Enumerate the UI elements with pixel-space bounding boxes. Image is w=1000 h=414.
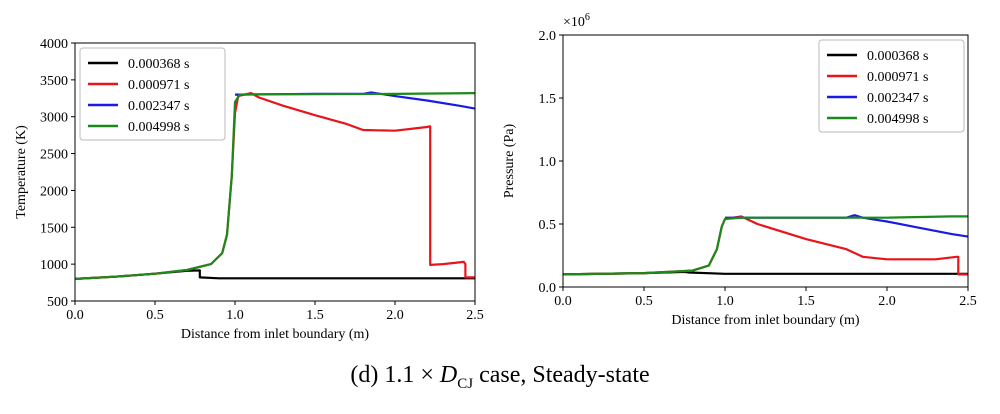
legend: 0.000368 s 0.000971 s 0.002347 s 0.004998 s — [818, 39, 965, 133]
y-tick-label: 3500 — [40, 74, 68, 89]
figure-caption: (d) 1.1 × DCJ case, Steady-state — [0, 362, 1000, 393]
pressure-chart: 0.0 0.5 1.0 1.5 2.0 2.5 0.0 0.5 1.0 1.5 2.0 Distanc… — [502, 12, 977, 328]
y-tick-label: 2000 — [40, 184, 68, 199]
y-axis-multiplier-exponent: 6 — [585, 12, 590, 23]
y-axis-label: Temperature (K) — [14, 125, 29, 219]
x-tick-label: 1.0 — [226, 308, 244, 323]
y-axis-multiplier: ×106 — [563, 12, 590, 30]
x-tick-label: 2.5 — [959, 294, 977, 309]
series-lines — [563, 214, 968, 276]
temperature-chart: 0.0 0.5 1.0 1.5 2.0 2.5 500 1000 1500 2000 2500 300… — [14, 37, 484, 342]
y-tick-label: 1000 — [40, 258, 68, 273]
x-tick-label: 0.0 — [554, 294, 572, 309]
y-axis-label: Pressure (Pa) — [502, 124, 517, 199]
x-tick-label: 1.0 — [716, 294, 734, 309]
y-tick-label: 1.5 — [539, 92, 557, 107]
y-tick-label: 0.0 — [539, 281, 557, 296]
caption-d-subscript: CJ — [457, 375, 474, 392]
x-tick-label: 2.0 — [878, 294, 896, 309]
series-line-0-004998-s — [75, 92, 475, 280]
legend-label: 0.000368 s — [128, 57, 189, 72]
x-axis-label: Distance from inlet boundary (m) — [671, 313, 860, 328]
legend-label: 0.002347 s — [867, 91, 928, 106]
x-axis-label: Distance from inlet boundary (m) — [181, 327, 370, 342]
x-tick-label: 2.5 — [466, 308, 484, 323]
axes-frame — [74, 42, 476, 302]
caption-prefix: (d) 1.1 × — [350, 362, 440, 388]
legend-label: 0.000971 s — [128, 78, 189, 93]
y-tick-label: 500 — [47, 295, 68, 310]
legend-box — [818, 39, 965, 133]
legend-label: 0.004998 s — [867, 112, 928, 127]
legend-label: 0.002347 s — [128, 99, 189, 114]
y-tick-label: 2.0 — [539, 29, 557, 44]
legend-label: 0.000971 s — [867, 70, 928, 85]
y-tick-label: 0.5 — [539, 218, 557, 233]
legend-label: 0.000368 s — [867, 49, 928, 64]
x-tick-label: 0.5 — [635, 294, 653, 309]
y-tick-label: 1500 — [40, 221, 68, 236]
caption-suffix: case, Steady-state — [473, 362, 650, 388]
x-tick-label: 0.0 — [66, 308, 84, 323]
x-tick-label: 1.5 — [797, 294, 815, 309]
caption-d-symbol: D — [439, 362, 458, 388]
y-tick-label: 1.0 — [539, 155, 557, 170]
y-tick-label: 2500 — [40, 148, 68, 163]
x-tick-label: 1.5 — [306, 308, 324, 323]
legend-label: 0.004998 s — [128, 120, 189, 135]
series-lines — [75, 91, 475, 280]
legend: 0.000368 s 0.000971 s 0.002347 s 0.004998 s — [79, 47, 226, 141]
x-tick-label: 0.5 — [146, 308, 164, 323]
legend-box — [79, 47, 226, 141]
series-line-0-004998-s — [563, 215, 968, 276]
x-tick-label: 2.0 — [386, 308, 404, 323]
y-tick-label: 4000 — [40, 37, 68, 52]
y-tick-label: 3000 — [40, 111, 68, 126]
